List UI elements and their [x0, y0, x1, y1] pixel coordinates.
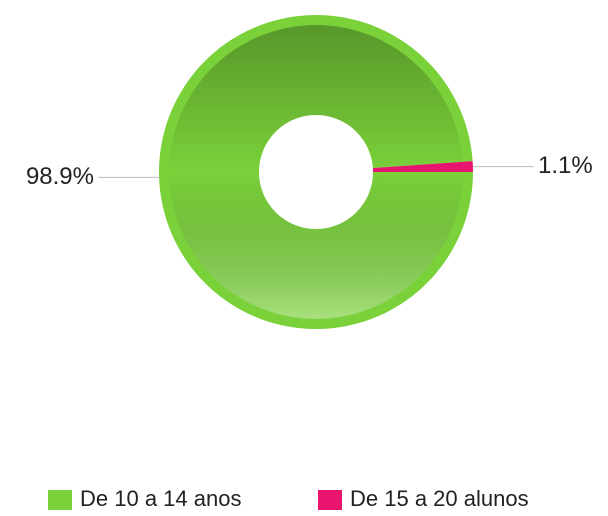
value-label: 98.9%: [26, 163, 94, 190]
legend-swatch: [48, 490, 72, 510]
legend-swatch: [318, 490, 342, 510]
slice: [159, 15, 474, 330]
value-label: 1.1%: [538, 152, 593, 179]
legend-label: De 10 a 14 anos: [80, 486, 241, 511]
legend-label: De 15 a 20 alunos: [350, 486, 529, 511]
